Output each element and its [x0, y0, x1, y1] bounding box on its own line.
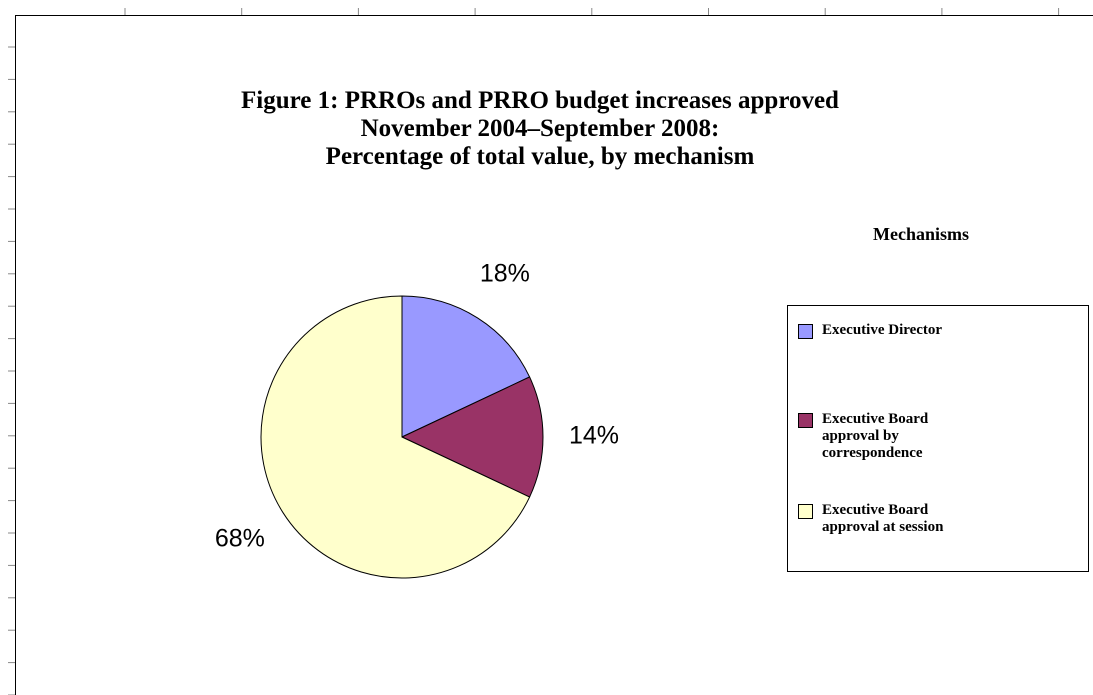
pie: 18% 14% 68% — [215, 259, 619, 579]
legend: Executive Director Executive Board approv… — [787, 305, 1089, 572]
pie-slice — [401, 295, 531, 438]
chart-title: Figure 1: PRROs and PRRO budget increase… — [241, 87, 839, 170]
legend-title: Mechanisms — [873, 224, 969, 244]
data-label: 18% — [480, 259, 530, 287]
legend-swatch — [798, 413, 813, 428]
pie-slice — [400, 376, 544, 498]
title-line: November 2004–September 2008: — [361, 115, 720, 142]
legend-label: Executive Board approval at session — [822, 502, 944, 535]
data-label: 68% — [215, 524, 265, 552]
legend-swatch — [798, 324, 813, 339]
title-line: Percentage of total value, by mechanism — [326, 143, 755, 170]
legend-label: Executive Board approval by corresponden… — [822, 411, 929, 461]
data-label: 14% — [569, 422, 619, 450]
sheet-ticks — [8, 8, 1060, 695]
legend-swatch — [798, 504, 813, 519]
title-line: Figure 1: PRROs and PRRO budget increase… — [241, 87, 839, 114]
legend-label: Executive Director — [822, 322, 943, 338]
pie-slice — [260, 295, 531, 579]
frame — [15, 15, 1093, 695]
